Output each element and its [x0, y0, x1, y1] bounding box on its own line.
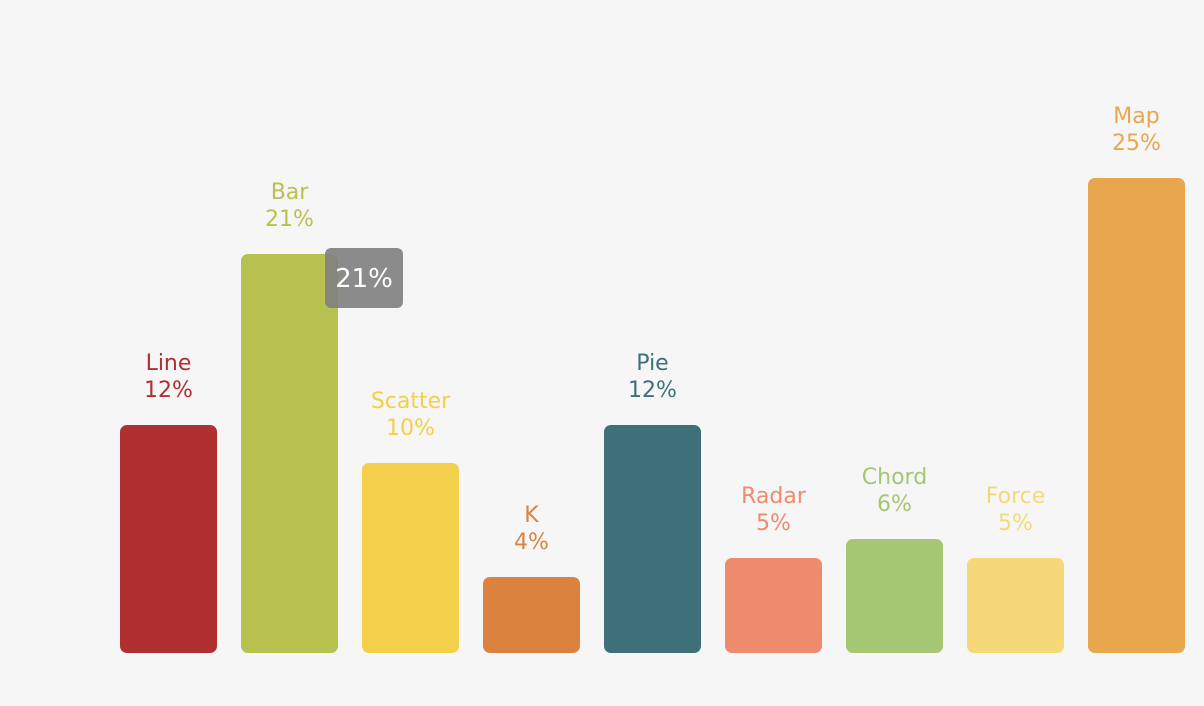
category-label-line: Line	[146, 351, 192, 376]
category-label-radar: Radar	[741, 484, 807, 509]
bar-pie[interactable]	[604, 425, 701, 653]
value-label-force: 5%	[998, 511, 1033, 536]
category-label-force: Force	[986, 484, 1046, 509]
value-label-chord: 6%	[877, 492, 912, 517]
bar-scatter[interactable]	[362, 463, 459, 653]
bar-line[interactable]	[120, 425, 217, 653]
category-label-k: K	[524, 503, 539, 528]
category-label-bar: Bar	[271, 180, 310, 205]
value-label-map: 25%	[1112, 131, 1161, 156]
bar-radar[interactable]	[725, 558, 822, 653]
category-label-map: Map	[1113, 104, 1159, 129]
bar-group-k[interactable]: K4%	[483, 503, 580, 653]
bar-chord[interactable]	[846, 539, 943, 653]
bar-map[interactable]	[1088, 178, 1185, 653]
value-label-pie: 12%	[628, 378, 677, 403]
category-label-chord: Chord	[862, 465, 927, 490]
category-label-scatter: Scatter	[371, 389, 451, 414]
tooltip: 21%	[325, 248, 403, 308]
tooltip-background	[325, 248, 403, 308]
value-label-line: 12%	[144, 378, 193, 403]
value-label-radar: 5%	[756, 511, 791, 536]
bar-force[interactable]	[967, 558, 1064, 653]
bar-bar[interactable]	[241, 254, 338, 653]
value-label-k: 4%	[514, 530, 549, 555]
tooltip-text: 21%	[335, 264, 393, 294]
bar-k[interactable]	[483, 577, 580, 653]
value-label-bar: 21%	[265, 207, 314, 232]
category-label-pie: Pie	[636, 351, 668, 376]
value-label-scatter: 10%	[386, 416, 435, 441]
